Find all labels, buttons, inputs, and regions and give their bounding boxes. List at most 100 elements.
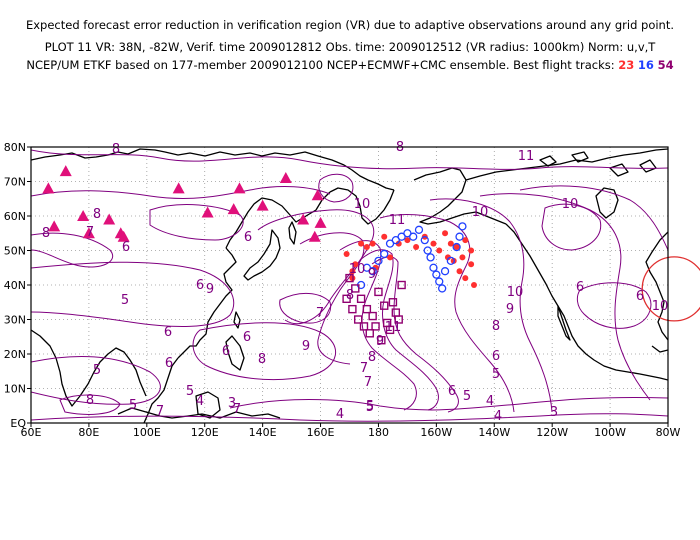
triangle-marker	[256, 199, 269, 211]
track-16-marker	[414, 225, 424, 234]
contour-label: 6	[448, 384, 456, 399]
lon-tick-label: 160E	[307, 426, 335, 439]
track-23-marker	[444, 254, 451, 261]
track-16-label: 16	[637, 58, 654, 72]
track-23-marker	[363, 244, 370, 251]
contour-label: 4	[196, 394, 204, 409]
contour-line	[429, 198, 553, 413]
track-23-marker	[413, 244, 420, 251]
triangle-marker	[201, 206, 214, 218]
contour-label: 7	[316, 306, 324, 321]
track-23-marker	[352, 261, 359, 268]
longitude-axis: 60E 80E 100E 120E 140E 160E 180 160W 140W 120W 100…	[21, 423, 681, 439]
coastline-borneo	[195, 391, 221, 419]
track-23-marker	[447, 240, 454, 247]
lat-tick-label: 10N	[4, 383, 26, 396]
contour-label: 7	[360, 361, 368, 376]
contour-label: 6	[243, 330, 251, 345]
contour-label: 7	[86, 225, 94, 240]
track-23-marker	[349, 268, 356, 275]
track-54-label: 54	[657, 58, 674, 72]
contour-label: 6	[636, 289, 644, 304]
contour-label: 4	[336, 407, 344, 422]
track-54-marker	[348, 304, 357, 314]
contour-label: 5	[463, 389, 471, 404]
coastline-eurasia-north	[31, 148, 395, 191]
contour-line	[379, 214, 515, 413]
coastline-china-korea	[177, 247, 237, 359]
track-16-marker	[446, 256, 455, 266]
track-16-marker	[438, 284, 447, 293]
contour-label: 10	[652, 299, 669, 314]
track-16-marker	[455, 232, 464, 241]
track-23-marker	[381, 233, 388, 240]
contour-label: 5	[186, 384, 194, 399]
triangle-marker	[48, 220, 61, 232]
track-16-marker	[420, 235, 429, 245]
triangle-marker	[311, 189, 324, 201]
triangle-marker	[172, 182, 185, 194]
contour-line	[519, 185, 668, 251]
track-16-marker	[435, 277, 444, 286]
contour-label: 10	[354, 197, 371, 212]
triangle-marker	[308, 230, 321, 242]
track-16-marker	[458, 222, 467, 231]
lon-tick-label: 120W	[536, 426, 568, 439]
contour-line	[541, 203, 602, 251]
track-23-marker	[442, 230, 449, 237]
contour-line	[31, 261, 235, 327]
triangle-marker	[117, 230, 130, 242]
contour-label: 9	[376, 334, 384, 349]
contour-label: 8	[368, 350, 376, 365]
contour-label: 11	[385, 320, 402, 335]
triangle-marker	[42, 182, 55, 194]
track-54-marker	[377, 336, 386, 345]
contour-label: 9	[302, 339, 310, 354]
coastline-taiwan-philippines	[225, 311, 245, 371]
triangle-markers	[42, 165, 327, 242]
lat-tick-label: 40N	[4, 279, 26, 292]
map-background	[31, 147, 668, 423]
coastlines	[31, 148, 668, 423]
track-16-marker	[440, 267, 450, 276]
contour-label: 9	[506, 302, 514, 317]
track-16-marker	[368, 267, 377, 276]
track-23-marker	[358, 240, 365, 247]
contour-label: 6	[122, 240, 130, 255]
triangle-marker	[82, 227, 95, 239]
track-23-marker	[456, 268, 463, 275]
triangle-marker	[233, 182, 246, 194]
contour-label: 8	[86, 393, 94, 408]
title-line-1: Expected forecast error reduction in ver…	[25, 18, 675, 32]
track-54-marker	[362, 304, 372, 314]
contour-label: 5	[93, 363, 101, 378]
track-23-marker	[430, 240, 437, 247]
contour-line	[359, 249, 439, 411]
track-54-marker	[356, 294, 366, 303]
contour-line	[339, 240, 417, 411]
latitude-axis: EQ 10N 20N 30N 40N 50N 60N 70N 80N	[4, 141, 31, 430]
contour-line	[31, 186, 331, 199]
track-16-marker	[429, 263, 438, 272]
coastline-north-america-west	[505, 223, 668, 381]
track-23-marker	[387, 254, 394, 261]
track-16-marker	[432, 270, 441, 279]
contour-label: 11	[389, 213, 406, 228]
contour-line	[31, 149, 668, 170]
track-16-marker	[423, 246, 432, 255]
track-23-marker	[343, 250, 350, 257]
contour-label: 7	[364, 375, 372, 390]
triangle-marker	[103, 213, 116, 225]
coastline-arctic-canada	[465, 148, 668, 181]
lon-tick-label: 100W	[594, 426, 626, 439]
track-16-marker	[380, 249, 389, 259]
lat-tick-label: EQ	[10, 417, 26, 430]
title-line-3-prefix: NCEP/UM ETKF based on 177-member 2009012…	[26, 58, 615, 72]
contour-line	[229, 396, 668, 411]
track-54-marker	[388, 298, 398, 307]
contour-label: 6	[196, 278, 204, 293]
contour-label: 8	[492, 319, 500, 334]
contour-line	[371, 256, 459, 413]
verification-region	[641, 256, 700, 322]
